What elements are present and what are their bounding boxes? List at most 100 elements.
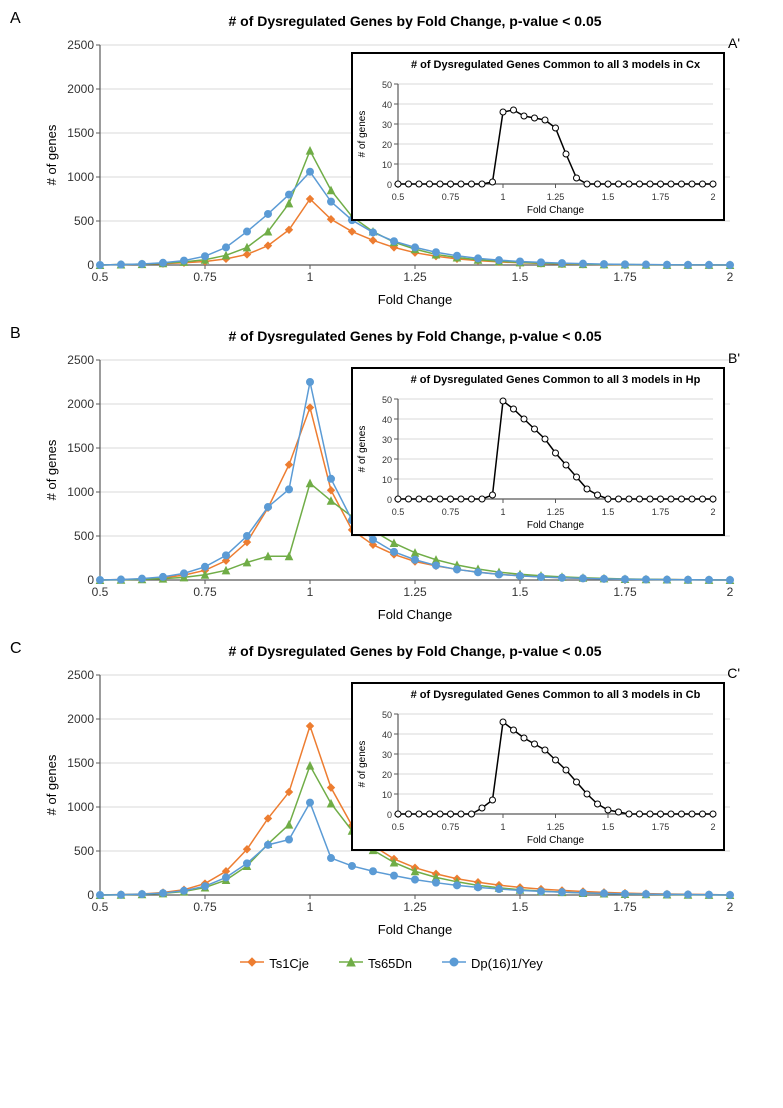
- xtick-label: 0.5: [92, 900, 109, 914]
- xtick-label: 0.75: [442, 192, 460, 202]
- figure-container: A050010001500200025000.50.7511.251.51.75…: [10, 10, 773, 972]
- xtick-label: 1.75: [613, 270, 637, 284]
- xtick-label: 1.75: [652, 822, 670, 832]
- ytick-label: 2500: [67, 38, 94, 52]
- x-axis-label: Fold Change: [527, 205, 585, 216]
- xtick-label: 1.75: [652, 192, 670, 202]
- panel-B: B050010001500200025000.50.7511.251.51.75…: [10, 325, 773, 625]
- xtick-label: 0.75: [193, 270, 217, 284]
- xtick-label: 1.25: [547, 507, 565, 517]
- xtick-label: 1.25: [547, 822, 565, 832]
- xtick-label: 2: [710, 822, 715, 832]
- legend-label: Dp(16)1/Yey: [471, 956, 543, 971]
- ytick-label: 2500: [67, 668, 94, 682]
- ytick-label: 500: [74, 844, 94, 858]
- legend-marker-icon: [339, 955, 363, 972]
- xtick-label: 1.75: [613, 585, 637, 599]
- panel-label: A: [10, 10, 21, 28]
- ytick-label: 500: [74, 214, 94, 228]
- xtick-label: 0.75: [442, 507, 460, 517]
- main-chart: 050010001500200025000.50.7511.251.51.752…: [40, 325, 740, 625]
- chart-title: # of Dysregulated Genes by Fold Change, …: [228, 328, 601, 344]
- legend-marker-icon: [442, 955, 466, 972]
- xtick-label: 1.5: [602, 822, 615, 832]
- ytick-label: 2500: [67, 353, 94, 367]
- ytick-label: 1500: [67, 441, 94, 455]
- y-axis-label: # of genes: [357, 741, 368, 788]
- ytick-label: 30: [382, 120, 392, 130]
- chart-title: # of Dysregulated Genes by Fold Change, …: [228, 13, 601, 29]
- y-axis-label: # of genes: [357, 426, 368, 473]
- xtick-label: 2: [710, 507, 715, 517]
- xtick-label: 1.25: [403, 270, 427, 284]
- panel-label: C: [10, 640, 22, 658]
- xtick-label: 1.5: [602, 192, 615, 202]
- ytick-label: 1500: [67, 126, 94, 140]
- chart-title: # of Dysregulated Genes Common to all 3 …: [411, 689, 701, 701]
- inset-label: B': [728, 350, 740, 366]
- chart-title: # of Dysregulated Genes Common to all 3 …: [411, 374, 701, 386]
- panel-A: A050010001500200025000.50.7511.251.51.75…: [10, 10, 773, 310]
- xtick-label: 1.25: [403, 585, 427, 599]
- chart-svg: 010203040500.50.7511.251.51.752# of Dysr…: [353, 369, 723, 534]
- xtick-label: 1.5: [512, 585, 529, 599]
- legend-item: Ts65Dn: [339, 955, 412, 972]
- xtick-label: 1.5: [512, 270, 529, 284]
- xtick-label: 2: [727, 900, 734, 914]
- xtick-label: 1.5: [512, 900, 529, 914]
- xtick-label: 1.25: [403, 900, 427, 914]
- ytick-label: 40: [382, 100, 392, 110]
- x-axis-label: Fold Change: [527, 520, 585, 531]
- xtick-label: 2: [727, 270, 734, 284]
- main-chart: 050010001500200025000.50.7511.251.51.752…: [40, 640, 740, 940]
- legend-item: Ts1Cje: [240, 955, 309, 972]
- ytick-label: 10: [382, 160, 392, 170]
- ytick-label: 2000: [67, 712, 94, 726]
- inset-label: A': [728, 35, 740, 51]
- legend-marker-icon: [240, 955, 264, 972]
- legend-label: Ts65Dn: [368, 956, 412, 971]
- ytick-label: 30: [382, 435, 392, 445]
- chart-svg: 010203040500.50.7511.251.51.752# of Dysr…: [353, 54, 723, 219]
- ytick-label: 1000: [67, 170, 94, 184]
- ytick-label: 0: [387, 810, 392, 820]
- ytick-label: 0: [387, 495, 392, 505]
- panel-C: C050010001500200025000.50.7511.251.51.75…: [10, 640, 773, 940]
- xtick-label: 1: [307, 270, 314, 284]
- x-axis-label: Fold Change: [378, 292, 452, 307]
- xtick-label: 2: [710, 192, 715, 202]
- y-axis-label: # of genes: [44, 124, 59, 185]
- inset-chart: 010203040500.50.7511.251.51.752# of Dysr…: [351, 367, 725, 536]
- inset-label: C': [727, 665, 740, 681]
- xtick-label: 0.75: [193, 900, 217, 914]
- ytick-label: 1000: [67, 800, 94, 814]
- xtick-label: 0.5: [392, 822, 405, 832]
- ytick-label: 50: [382, 710, 392, 720]
- xtick-label: 2: [727, 585, 734, 599]
- ytick-label: 20: [382, 770, 392, 780]
- xtick-label: 0.5: [92, 585, 109, 599]
- ytick-label: 20: [382, 140, 392, 150]
- y-axis-label: # of genes: [44, 439, 59, 500]
- xtick-label: 1.75: [652, 507, 670, 517]
- ytick-label: 40: [382, 730, 392, 740]
- ytick-label: 30: [382, 750, 392, 760]
- legend-label: Ts1Cje: [269, 956, 309, 971]
- legend: Ts1Cje Ts65Dn Dp(16)1/Yey: [10, 955, 773, 972]
- panel-label: B: [10, 325, 21, 343]
- xtick-label: 1: [307, 585, 314, 599]
- ytick-label: 50: [382, 80, 392, 90]
- main-chart: 050010001500200025000.50.7511.251.51.752…: [40, 10, 740, 310]
- inset-chart: 010203040500.50.7511.251.51.752# of Dysr…: [351, 52, 725, 221]
- xtick-label: 0.5: [392, 507, 405, 517]
- xtick-label: 1: [500, 822, 505, 832]
- ytick-label: 40: [382, 415, 392, 425]
- xtick-label: 1.5: [602, 507, 615, 517]
- xtick-label: 0.5: [92, 270, 109, 284]
- xtick-label: 1.25: [547, 192, 565, 202]
- y-axis-label: # of genes: [44, 754, 59, 815]
- ytick-label: 2000: [67, 397, 94, 411]
- xtick-label: 1: [500, 192, 505, 202]
- x-axis-label: Fold Change: [378, 607, 452, 622]
- xtick-label: 1.75: [613, 900, 637, 914]
